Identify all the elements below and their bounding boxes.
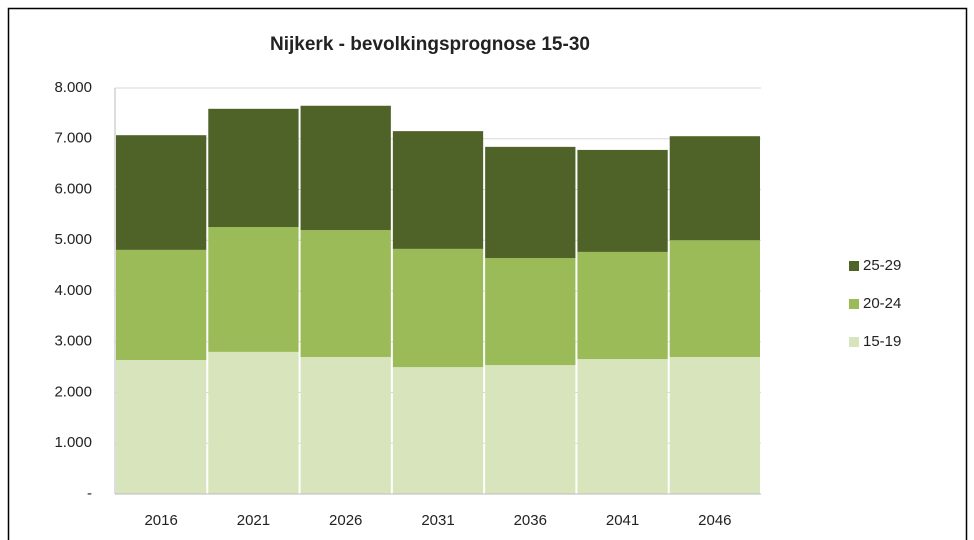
x-tick-label: 2046 [698, 512, 731, 529]
legend-swatch [849, 299, 859, 309]
bar-segment [208, 227, 299, 352]
bar-segment [300, 356, 391, 494]
y-tick-label: 8.000 [54, 79, 92, 96]
x-tick-label: 2016 [144, 512, 177, 529]
y-tick-label: 5.000 [54, 231, 92, 248]
bar-segment [392, 131, 484, 249]
y-tick-label: 3.000 [54, 333, 92, 350]
y-tick-label: 7.000 [54, 130, 92, 147]
bar-segment [577, 359, 668, 494]
bar-segment [392, 367, 484, 494]
bar-segment [392, 248, 484, 368]
x-tick-label: 2041 [606, 512, 639, 529]
bar-segment [116, 360, 207, 494]
bar-segment [116, 135, 207, 250]
bar-segment [300, 105, 391, 231]
legend-label: 25-29 [863, 257, 901, 274]
x-tick-label: 2036 [514, 512, 547, 529]
bar-segment [669, 136, 760, 241]
bar-segment [485, 146, 576, 259]
legend-swatch [849, 337, 859, 347]
y-tick-label: 4.000 [54, 282, 92, 299]
bar-segment [485, 258, 576, 366]
bar-segment [669, 356, 760, 494]
x-tick-label: 2021 [237, 512, 270, 529]
bar-segment [208, 108, 299, 228]
bar-segment [208, 351, 299, 494]
y-tick-label: 6.000 [54, 180, 92, 197]
y-tick-label: 1.000 [54, 434, 92, 451]
x-tick-label: 2026 [329, 512, 362, 529]
bar-segment [300, 230, 391, 357]
bar-segment [116, 249, 207, 361]
legend-label: 20-24 [863, 295, 901, 312]
bar-segment [485, 365, 576, 494]
legend-label: 15-19 [863, 333, 901, 350]
bar-segment [577, 149, 668, 252]
bar-segment [577, 251, 668, 360]
x-tick-label: 2031 [421, 512, 454, 529]
y-tick-label: 2.000 [54, 383, 92, 400]
bar-segment [669, 240, 760, 357]
legend-swatch [849, 261, 859, 271]
chart-title: Nijkerk - bevolkingsprognose 15-30 [270, 34, 590, 55]
y-tick-label: - [87, 485, 92, 502]
